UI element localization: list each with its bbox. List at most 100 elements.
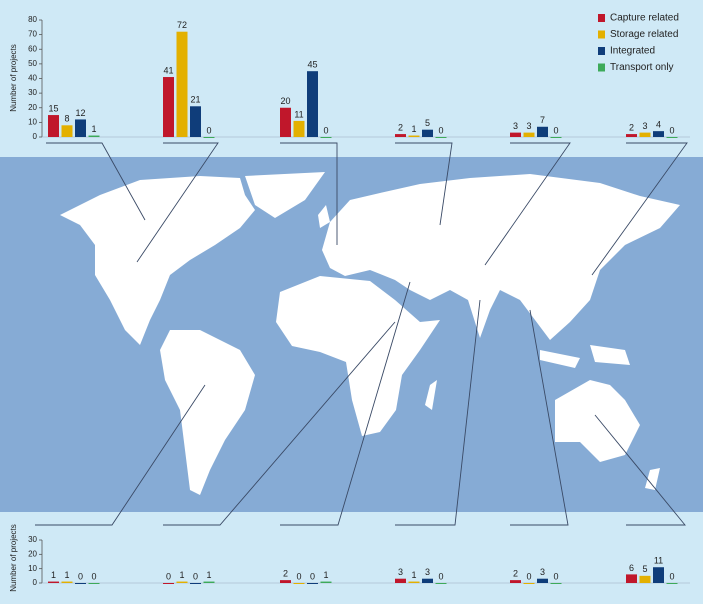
bar — [203, 137, 215, 138]
value-label: 1 — [64, 570, 69, 580]
bar — [639, 575, 651, 583]
y-axis-label: Number of projects — [9, 524, 18, 592]
value-label: 41 — [163, 65, 173, 75]
bar — [408, 135, 420, 137]
y-tick-label: 60 — [28, 44, 37, 53]
bar — [190, 583, 201, 584]
value-label: 0 — [526, 571, 531, 581]
connector — [395, 299, 481, 526]
value-label: 1 — [179, 570, 184, 580]
value-label: 0 — [669, 125, 674, 135]
value-label: 3 — [540, 567, 545, 577]
bar — [666, 583, 678, 584]
bar — [48, 115, 59, 137]
value-label: 5 — [425, 118, 430, 128]
connector — [46, 142, 146, 221]
legend-label: Storage related — [610, 29, 678, 40]
bar — [639, 132, 651, 137]
value-label: 2 — [629, 122, 634, 132]
bar — [422, 578, 433, 583]
value-label: 0 — [166, 571, 171, 581]
connector — [510, 309, 569, 526]
value-label: 45 — [307, 60, 317, 70]
bar — [435, 583, 447, 584]
connector — [163, 321, 396, 526]
bar — [550, 137, 562, 138]
value-label: 1 — [411, 124, 416, 134]
bar — [422, 129, 433, 137]
bar — [88, 135, 100, 137]
value-label: 7 — [540, 115, 545, 125]
bar — [537, 578, 548, 583]
value-label: 1 — [206, 570, 211, 580]
value-label: 15 — [48, 103, 58, 113]
bar — [320, 137, 332, 138]
value-label: 0 — [91, 571, 96, 581]
bar — [395, 578, 406, 583]
bar — [75, 119, 86, 137]
value-label: 0 — [206, 125, 211, 135]
value-label: 2 — [283, 569, 288, 579]
value-label: 0 — [438, 571, 443, 581]
bar — [88, 583, 100, 584]
legend-label: Capture related — [610, 13, 679, 24]
south-america — [160, 330, 255, 495]
value-label: 0 — [553, 125, 558, 135]
value-label: 11 — [654, 556, 663, 566]
value-label: 0 — [193, 571, 198, 581]
value-label: 20 — [280, 96, 290, 106]
value-label: 3 — [398, 567, 403, 577]
bottom-band — [0, 512, 703, 604]
legend-swatch — [598, 63, 605, 72]
world-map — [60, 172, 680, 495]
bar — [163, 77, 174, 137]
value-label: 3 — [526, 121, 531, 131]
legend-swatch — [598, 30, 605, 39]
greenland — [245, 172, 325, 218]
connector — [280, 281, 411, 526]
legend-swatch — [598, 47, 605, 55]
bar — [307, 71, 318, 137]
bar — [626, 574, 637, 583]
y-tick-label: 10 — [28, 117, 37, 126]
connector — [136, 142, 219, 263]
y-tick-label: 50 — [28, 59, 37, 68]
bar — [176, 581, 188, 583]
connector — [591, 142, 688, 276]
value-label: 6 — [629, 563, 634, 573]
bar — [626, 134, 637, 137]
value-label: 12 — [75, 108, 85, 118]
y-tick-label: 30 — [28, 88, 37, 97]
y-tick-label: 70 — [28, 30, 37, 39]
y-tick-label: 30 — [28, 535, 37, 544]
bar — [320, 581, 332, 583]
bar — [510, 132, 521, 137]
bar — [395, 134, 406, 137]
africa — [276, 276, 440, 436]
value-label: 5 — [642, 564, 647, 574]
value-label: 3 — [513, 121, 518, 131]
bar — [435, 137, 447, 138]
australia — [555, 380, 640, 462]
bar — [653, 131, 664, 137]
value-label: 3 — [642, 121, 647, 131]
bar — [75, 583, 86, 584]
value-label: 2 — [513, 569, 518, 579]
eurasia — [322, 174, 680, 340]
y-tick-label: 40 — [28, 74, 37, 83]
value-label: 2 — [398, 122, 403, 132]
bar — [163, 583, 174, 584]
value-label: 21 — [190, 95, 200, 105]
islands — [318, 205, 660, 490]
connector — [484, 142, 571, 266]
bar — [280, 107, 291, 137]
bar — [523, 583, 535, 584]
bar — [280, 580, 291, 583]
bar — [523, 132, 535, 137]
bar — [190, 106, 201, 137]
bar — [293, 120, 305, 137]
connectors — [35, 142, 688, 526]
value-label: 0 — [669, 571, 674, 581]
connector — [35, 384, 206, 526]
